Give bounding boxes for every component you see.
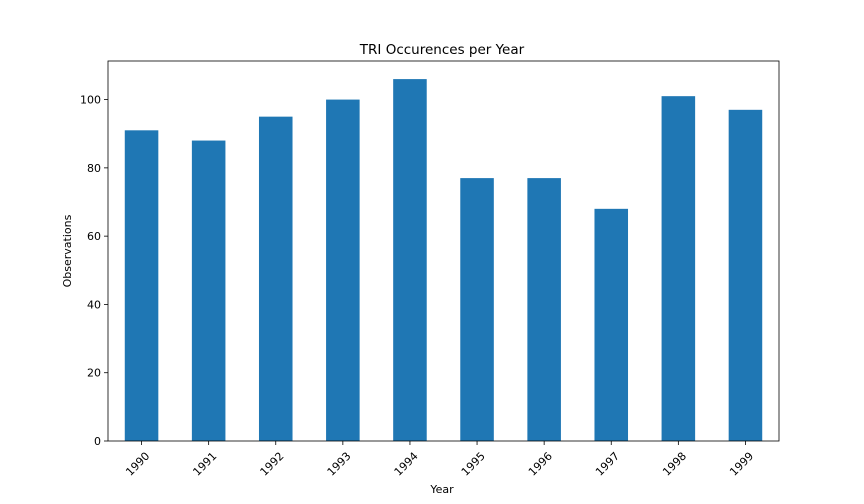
x-tick-label: 1996 (526, 450, 555, 479)
plot-frame (107, 60, 780, 442)
x-tick-label: 1998 (660, 450, 689, 479)
bar-1991 (191, 140, 226, 441)
y-tick-label: 100 (80, 94, 101, 107)
x-tick-label: 1999 (727, 450, 756, 479)
bars-group (124, 79, 763, 442)
y-tick-label: 20 (87, 367, 101, 380)
bar-1992 (258, 116, 293, 441)
x-tick-label: 1990 (123, 450, 152, 479)
chart-title: TRI Occurences per Year (359, 42, 525, 58)
x-tick-label: 1991 (190, 450, 219, 479)
y-tick-label: 80 (87, 162, 101, 175)
x-tick-label: 1997 (593, 450, 622, 479)
x-tick-label: 1993 (325, 450, 354, 479)
x-axis-ticks: 1990 1991 1992 1993 1994 1995 1996 1997 1998 1999 (123, 441, 756, 479)
bar-1997 (594, 208, 629, 441)
y-axis-ticks: 0 20 40 60 80 100 (80, 94, 108, 448)
bar-1994 (393, 79, 427, 441)
x-tick-label: 1994 (392, 450, 421, 479)
y-axis-label: Observations (61, 214, 74, 287)
y-tick-label: 0 (94, 435, 101, 448)
x-tick-label: 1995 (459, 450, 488, 479)
y-tick-label: 60 (87, 230, 101, 243)
bar-1993 (326, 99, 360, 441)
bar-1998 (661, 96, 696, 442)
bar-1995 (460, 178, 494, 441)
bar-1990 (124, 130, 159, 442)
x-axis-label: Year (429, 483, 454, 496)
bar-1996 (527, 178, 561, 441)
bar-1999 (728, 109, 763, 441)
x-tick-label: 1992 (258, 450, 287, 479)
y-tick-label: 40 (87, 298, 101, 311)
